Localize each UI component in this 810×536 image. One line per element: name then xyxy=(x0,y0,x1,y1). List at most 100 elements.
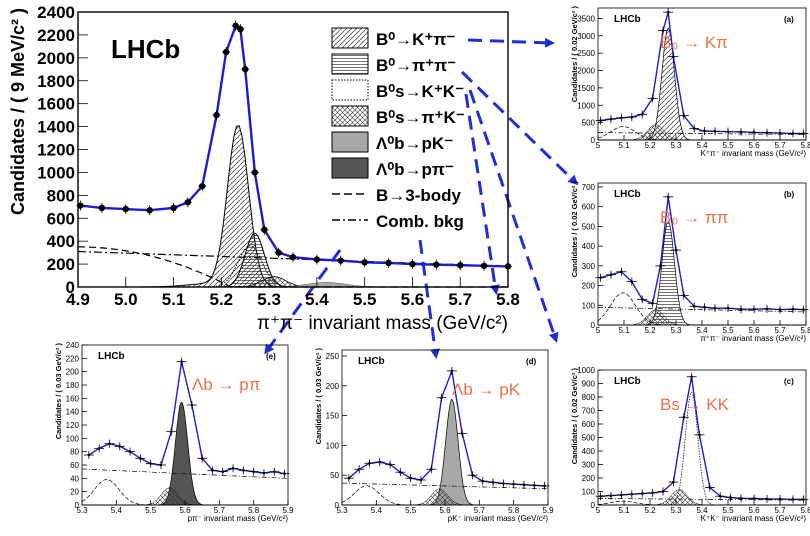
data-point xyxy=(347,476,351,480)
y-tick-label: 220 xyxy=(66,354,80,363)
y-tick-label: 200 xyxy=(66,368,80,377)
y-tick-label: 240 xyxy=(66,341,80,350)
data-point xyxy=(190,403,194,407)
data-point xyxy=(98,204,106,212)
x-tick-label: 5.1 xyxy=(618,141,630,150)
x-tick-label: 5.6 xyxy=(439,506,451,515)
y-tick-label: 1000 xyxy=(577,101,595,110)
data-point xyxy=(690,375,693,379)
y-tick-label: 500 xyxy=(582,119,596,128)
data-point xyxy=(357,467,361,471)
component-pik xyxy=(78,276,508,288)
data-point xyxy=(703,305,706,309)
y-tick-label: 150 xyxy=(326,412,340,421)
data-point xyxy=(802,308,805,311)
x-tick-label: 5.2 xyxy=(644,326,656,335)
chart-components-e xyxy=(81,401,289,506)
experiment-label: LHCb xyxy=(98,351,125,362)
component-comb-b xyxy=(598,306,806,313)
legend-label: B⁰→π⁺π⁻ xyxy=(376,56,456,75)
chart-components-d xyxy=(341,398,549,506)
panel-label: (e) xyxy=(266,352,276,361)
x-tick-label: 5.8 xyxy=(800,326,810,335)
y-tick-label: 1600 xyxy=(37,95,75,114)
data-point xyxy=(659,264,662,268)
data-point xyxy=(726,130,730,133)
y-tick-label: 140 xyxy=(66,408,80,417)
data-point xyxy=(599,276,602,279)
data-point xyxy=(739,307,743,311)
decay-label: Bs → KK xyxy=(660,395,730,414)
y-tick-label: 600 xyxy=(47,209,75,228)
x-tick-label: 5.0 xyxy=(114,290,138,309)
legend-label: Λ⁰b→pπ⁻ xyxy=(376,160,454,179)
data-point xyxy=(313,256,321,263)
y-axis-label: Candidates / ( 0.03 GeV/c² ) xyxy=(314,347,323,444)
y-tick-label: 50 xyxy=(330,471,339,480)
y-tick-label: 2000 xyxy=(37,49,75,68)
data-point xyxy=(146,207,153,214)
chart-panel-c: 5 5.1 5.2 5.3 5.4 5.5 5.6 5.7 5.8 0 100 200 300 400 50… xyxy=(570,366,810,523)
legend: B⁰→K⁺π⁻ B⁰→π⁺π⁻ B⁰s→K⁺K⁻ B⁰s→π⁺K⁻ Λ⁰b→pK⁻ Λ⁰b… xyxy=(331,27,465,231)
y-tick-label: 700 xyxy=(582,183,596,192)
data-point xyxy=(651,491,654,495)
y-tick-label: 400 xyxy=(582,242,596,251)
x-tick-label: 5.3 xyxy=(257,290,281,309)
legend-label: B⁰s→π⁺K⁻ xyxy=(376,108,465,127)
x-tick-label: 5.5 xyxy=(722,506,734,515)
axis-ticks-main: 4.9 5.0 5.1 5.2 5.3 5.4 5.5 5.6 5.7 5.8 0 200 400 600… xyxy=(37,3,520,309)
data-point xyxy=(661,29,665,32)
data-point xyxy=(765,307,769,311)
y-axis-label: Candidates / ( 0.03 GeV/c² ) xyxy=(54,342,63,439)
data-point xyxy=(682,415,686,419)
experiment-label: LHCb xyxy=(614,14,641,25)
y-tick-label: 500 xyxy=(582,222,596,231)
data-point xyxy=(672,55,675,58)
data-point xyxy=(433,261,440,268)
data-point xyxy=(170,204,177,212)
axis-ticks-a: 5 5.1 5.2 5.3 5.4 5.5 5.6 5.7 5.8 0 500 1000 1500 200… xyxy=(577,14,810,150)
data-point xyxy=(778,308,782,311)
data-point xyxy=(698,433,701,437)
data-point xyxy=(791,132,795,135)
y-tick-label: 2500 xyxy=(577,49,595,58)
y-tick-label: 1000 xyxy=(37,163,75,182)
data-point xyxy=(630,115,634,119)
data-point xyxy=(211,469,214,472)
data-point xyxy=(682,294,686,297)
data-point xyxy=(184,199,192,206)
data-point xyxy=(718,494,722,498)
y-tick-label: 600 xyxy=(582,203,596,212)
y-tick-label: 120 xyxy=(66,421,80,430)
y-tick-label: 1500 xyxy=(577,84,595,93)
panel-label: (d) xyxy=(526,357,537,366)
decay-label: Λb → pπ xyxy=(192,375,260,394)
x-tick-label: 4.9 xyxy=(66,290,90,309)
data-point xyxy=(651,97,654,100)
y-tick-label: 0 xyxy=(66,278,75,297)
x-tick-label: 5.2 xyxy=(210,290,234,309)
panel-label: (c) xyxy=(784,377,794,386)
x-tick-label: 5.6 xyxy=(748,141,760,150)
data-points-c xyxy=(595,372,809,504)
data-point xyxy=(471,473,474,477)
data-point xyxy=(242,469,245,472)
chart-panel-b: 5 5.1 5.2 5.3 5.4 5.5 5.6 5.7 5.8 0 100 200 300 400 50… xyxy=(570,180,810,343)
y-tick-label: 60 xyxy=(70,461,79,470)
x-tick-label: 5.7 xyxy=(774,326,786,335)
y-tick-label: 2400 xyxy=(37,3,75,22)
x-tick-label: 5.8 xyxy=(800,141,810,150)
legend-swatch xyxy=(331,157,369,179)
legend-swatch xyxy=(331,131,369,153)
y-tick-label: 200 xyxy=(582,282,596,291)
y-tick-label: 20 xyxy=(70,488,79,497)
data-point xyxy=(242,66,249,73)
x-axis-label: K⁺π⁻ invariant mass (GeV/c²) xyxy=(700,149,806,158)
plot-frame-b xyxy=(597,182,807,326)
y-tick-label: 1200 xyxy=(37,141,75,160)
data-point xyxy=(361,259,368,266)
y-tick-label: 1000 xyxy=(577,366,595,375)
data-point xyxy=(620,493,623,497)
y-tick-label: 0 xyxy=(335,501,340,510)
